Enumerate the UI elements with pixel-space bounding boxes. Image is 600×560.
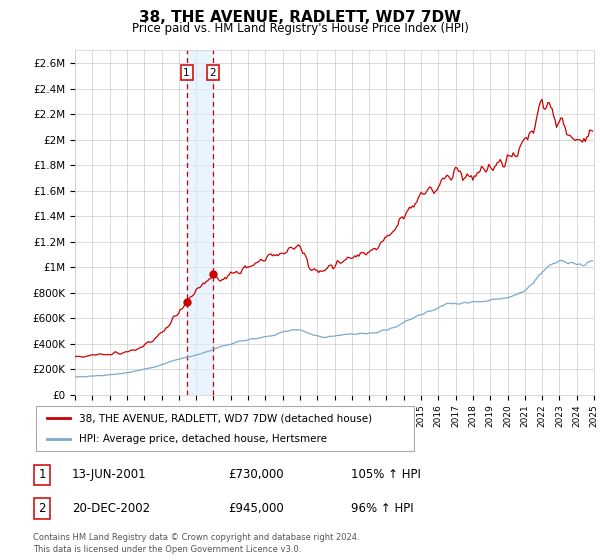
Text: 2: 2	[209, 68, 216, 78]
Text: £730,000: £730,000	[228, 468, 284, 482]
Text: 2: 2	[38, 502, 46, 515]
Text: Price paid vs. HM Land Registry's House Price Index (HPI): Price paid vs. HM Land Registry's House …	[131, 22, 469, 35]
Text: 38, THE AVENUE, RADLETT, WD7 7DW: 38, THE AVENUE, RADLETT, WD7 7DW	[139, 10, 461, 25]
Text: HPI: Average price, detached house, Hertsmere: HPI: Average price, detached house, Hert…	[79, 433, 328, 444]
Text: 1: 1	[183, 68, 190, 78]
Text: 96% ↑ HPI: 96% ↑ HPI	[351, 502, 413, 515]
FancyBboxPatch shape	[34, 465, 50, 485]
Bar	[187, 50, 213, 395]
Text: 105% ↑ HPI: 105% ↑ HPI	[351, 468, 421, 482]
FancyBboxPatch shape	[34, 498, 50, 519]
Text: 38, THE AVENUE, RADLETT, WD7 7DW (detached house): 38, THE AVENUE, RADLETT, WD7 7DW (detach…	[79, 413, 373, 423]
Text: £945,000: £945,000	[228, 502, 284, 515]
Text: 1: 1	[38, 468, 46, 482]
Text: Contains HM Land Registry data © Crown copyright and database right 2024.
This d: Contains HM Land Registry data © Crown c…	[33, 533, 359, 554]
Text: 13-JUN-2001: 13-JUN-2001	[72, 468, 146, 482]
FancyBboxPatch shape	[36, 406, 414, 451]
Text: 20-DEC-2002: 20-DEC-2002	[72, 502, 150, 515]
